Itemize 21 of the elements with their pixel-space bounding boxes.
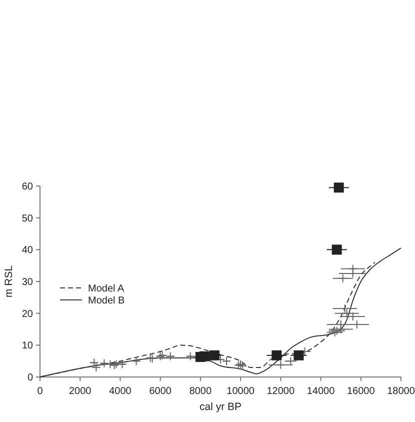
- x-tick-label: 12000: [266, 386, 296, 397]
- y-axis-title: m RSL: [3, 265, 15, 298]
- x-axis-title: cal yr BP: [199, 401, 242, 413]
- y-tick-label: 30: [22, 277, 34, 288]
- y-tick-label: 40: [22, 245, 34, 256]
- x-tick-label: 14000: [306, 386, 336, 397]
- x-tick-label: 8000: [189, 386, 212, 397]
- x-tick-label: 4000: [109, 386, 132, 397]
- y-tick-label: 20: [22, 308, 34, 320]
- x-tick-label: 16000: [346, 386, 376, 397]
- legend-label: Model B: [88, 295, 126, 306]
- y-tick-label: 10: [22, 340, 34, 352]
- y-tick-label: 50: [22, 213, 34, 224]
- x-tick-label: 10000: [226, 386, 255, 397]
- y-tick-label: 60: [22, 182, 34, 192]
- x-tick-label: 18000: [387, 386, 415, 397]
- y-tick-label: 0: [27, 372, 34, 384]
- x-tick-label: 2000: [68, 386, 92, 397]
- x-tick-label: 6000: [149, 386, 172, 397]
- x-tick-label: 0: [37, 386, 44, 397]
- legend-label: Model A: [88, 283, 124, 294]
